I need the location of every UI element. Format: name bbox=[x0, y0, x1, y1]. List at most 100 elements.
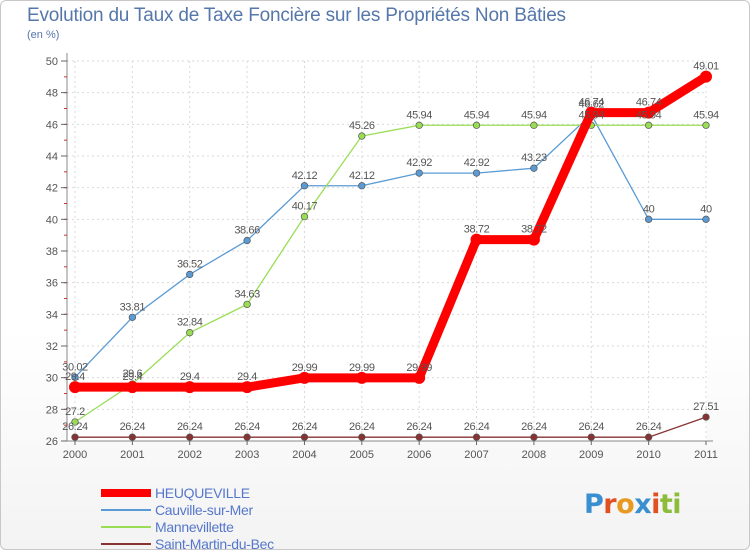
legend-swatch bbox=[101, 508, 151, 511]
data-point bbox=[186, 329, 194, 337]
legend-item: Saint-Martin-du-Bec bbox=[101, 535, 274, 549]
data-label: 40 bbox=[700, 203, 712, 215]
y-tick-label: 40 bbox=[46, 214, 58, 226]
logo-letter: r bbox=[603, 489, 617, 520]
data-label: 42.92 bbox=[406, 157, 432, 169]
data-label: 45.94 bbox=[521, 109, 547, 121]
y-tick-label: 26 bbox=[46, 436, 58, 448]
data-point bbox=[126, 381, 139, 394]
data-label: 33.81 bbox=[120, 301, 146, 313]
data-label: 26.24 bbox=[521, 421, 547, 433]
data-point bbox=[644, 121, 653, 129]
data-label: 29.6 bbox=[122, 368, 142, 380]
data-label: 34.63 bbox=[234, 288, 260, 300]
data-label: 45.26 bbox=[349, 120, 375, 132]
x-tick-label: 2005 bbox=[350, 449, 374, 461]
data-label: 29.99 bbox=[349, 362, 375, 374]
chart-subtitle: (en %) bbox=[27, 29, 60, 41]
legend-item: HEUQUEVILLE bbox=[101, 484, 274, 501]
legend-swatch bbox=[101, 542, 151, 545]
data-label: 45.94 bbox=[464, 109, 490, 121]
data-label: 42.92 bbox=[464, 157, 490, 169]
data-point bbox=[243, 300, 251, 309]
x-tick-label: 2004 bbox=[292, 449, 316, 461]
data-label: 42.12 bbox=[349, 170, 375, 182]
data-point bbox=[243, 236, 251, 245]
y-tick-label: 28 bbox=[46, 404, 58, 416]
data-label: 26.24 bbox=[292, 421, 318, 433]
y-tick-label: 50 bbox=[46, 56, 58, 68]
y-tick-label: 46 bbox=[46, 119, 58, 131]
data-point bbox=[71, 418, 79, 426]
data-point bbox=[472, 121, 481, 129]
data-point bbox=[527, 233, 540, 246]
data-label: 45.94 bbox=[406, 109, 432, 121]
data-point bbox=[644, 215, 653, 223]
x-tick-label: 2009 bbox=[579, 449, 603, 461]
data-point bbox=[358, 132, 366, 140]
y-tick-label: 34 bbox=[46, 309, 58, 321]
x-tick-label: 2000 bbox=[63, 449, 87, 461]
data-point bbox=[702, 413, 710, 421]
data-label: 49.01 bbox=[693, 61, 719, 73]
data-point bbox=[300, 433, 309, 441]
y-tick-label: 48 bbox=[46, 88, 58, 100]
data-point bbox=[186, 433, 194, 441]
x-tick-label: 2010 bbox=[636, 449, 660, 461]
logo-letter: o bbox=[616, 489, 635, 520]
x-tick-label: 2002 bbox=[177, 449, 201, 461]
data-point bbox=[413, 371, 426, 384]
chart-title: Evolution du Taux de Taxe Foncière sur l… bbox=[27, 5, 566, 26]
logo-letter: P bbox=[584, 489, 604, 520]
data-point bbox=[530, 164, 538, 172]
data-label: 32.84 bbox=[177, 317, 203, 329]
data-point bbox=[128, 313, 137, 321]
logo-letter: t bbox=[659, 489, 673, 520]
legend-label: Mannevillette bbox=[155, 518, 234, 535]
data-label: 26.24 bbox=[464, 421, 490, 433]
x-tick-label: 2011 bbox=[694, 449, 718, 461]
data-label: 40.17 bbox=[292, 201, 318, 213]
data-point bbox=[355, 371, 368, 384]
series-line-heuqueville bbox=[75, 72, 709, 392]
data-label: 27.2 bbox=[65, 406, 85, 418]
proxiti-logo: Proxiti bbox=[584, 489, 682, 520]
data-label: 26.24 bbox=[234, 421, 260, 433]
x-tick-label: 2001 bbox=[120, 449, 144, 461]
data-point bbox=[415, 121, 423, 129]
data-point bbox=[644, 433, 653, 441]
y-tick-label: 36 bbox=[46, 278, 58, 290]
data-point bbox=[642, 106, 655, 119]
data-label: 26.24 bbox=[406, 421, 432, 433]
data-label: 26.24 bbox=[177, 421, 203, 433]
data-point bbox=[702, 121, 710, 129]
data-label: 29.4 bbox=[65, 371, 85, 383]
data-label: 29.99 bbox=[406, 362, 432, 374]
data-point bbox=[241, 381, 254, 394]
data-label: 26.24 bbox=[579, 421, 605, 433]
y-tick-label: 42 bbox=[46, 183, 58, 195]
data-point bbox=[186, 270, 194, 279]
data-label: 45.94 bbox=[693, 109, 719, 121]
data-point bbox=[470, 233, 483, 246]
data-label: 38.72 bbox=[521, 224, 547, 236]
data-label: 29.4 bbox=[180, 371, 200, 383]
data-label: 38.66 bbox=[234, 225, 260, 237]
x-tick-label: 2003 bbox=[235, 449, 259, 461]
data-point bbox=[587, 433, 595, 441]
x-tick-label: 2008 bbox=[522, 449, 546, 461]
data-label: 43.23 bbox=[521, 152, 547, 164]
data-point bbox=[358, 182, 366, 190]
y-tick-label: 44 bbox=[46, 151, 58, 163]
chart-legend: HEUQUEVILLE Cauville-sur-Mer Mannevillette… bbox=[101, 484, 274, 549]
data-label: 46.74 bbox=[636, 97, 662, 109]
y-tick-label: 32 bbox=[46, 341, 58, 353]
x-tick-label: 2007 bbox=[464, 449, 488, 461]
data-point bbox=[300, 212, 309, 221]
data-point bbox=[298, 371, 311, 384]
data-point bbox=[69, 381, 81, 394]
logo-letter: i bbox=[651, 489, 660, 520]
data-label: 29.4 bbox=[237, 371, 257, 383]
legend-item: Mannevillette bbox=[101, 518, 274, 535]
